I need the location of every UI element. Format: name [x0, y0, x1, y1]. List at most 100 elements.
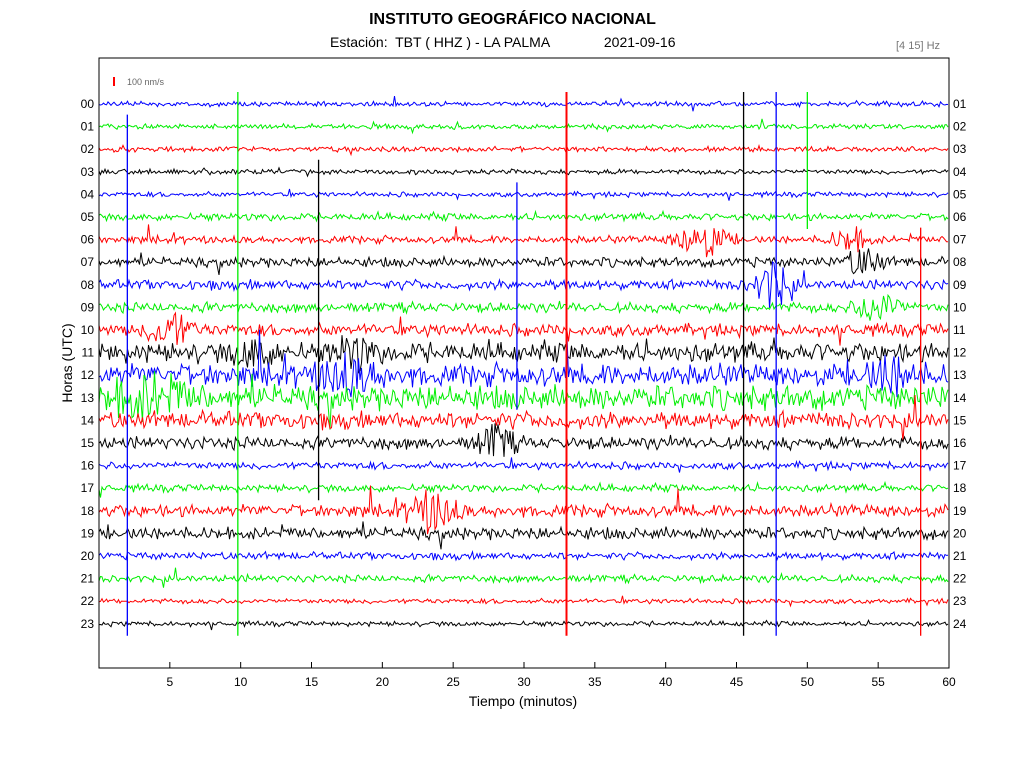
hour-label-right: 20	[953, 526, 967, 540]
hour-label-right: 23	[953, 594, 967, 608]
trace-hour-02	[98, 144, 949, 157]
trace-hour-21	[98, 567, 949, 588]
trace-hour-05	[98, 209, 949, 223]
hour-label-right: 07	[953, 233, 967, 247]
trace-hour-04	[98, 188, 949, 201]
hour-label-right: 18	[953, 481, 967, 495]
hour-label-right: 14	[953, 391, 967, 405]
hour-label-right: 04	[953, 165, 967, 179]
hour-label-right: 02	[953, 120, 967, 134]
hour-label-right: 19	[953, 504, 967, 518]
trace-hour-18	[98, 485, 949, 535]
x-tick-label: 40	[659, 675, 673, 689]
hour-label-right: 15	[953, 413, 967, 427]
hour-label-left: 12	[81, 368, 95, 382]
x-tick-label: 20	[376, 675, 390, 689]
chart-date: 2021-09-16	[603, 34, 676, 50]
hour-label-right: 17	[953, 459, 967, 473]
trace-layer	[98, 96, 949, 631]
hour-label-right: 10	[953, 300, 967, 314]
scale-bar-label: 100 nm/s	[127, 77, 165, 87]
hour-label-left: 05	[81, 210, 95, 224]
hour-label-left: 10	[81, 323, 95, 337]
x-tick-label: 55	[871, 675, 885, 689]
hour-label-left: 15	[81, 436, 95, 450]
hour-label-left: 21	[81, 572, 95, 586]
trace-hour-03	[98, 166, 949, 178]
x-tick-label: 30	[517, 675, 531, 689]
y-axis-label: Horas (UTC)	[59, 323, 75, 402]
hour-label-left: 08	[81, 278, 95, 292]
trace-hour-01	[98, 118, 949, 135]
x-tick-label: 60	[942, 675, 956, 689]
trace-hour-07	[98, 248, 949, 275]
hour-label-left: 03	[81, 165, 95, 179]
x-tick-label: 10	[234, 675, 248, 689]
trace-hour-17	[98, 480, 949, 498]
station-prefix: Estación:	[330, 34, 388, 50]
x-tick-label: 45	[730, 675, 744, 689]
station-name: TBT ( HHZ ) - LA PALMA	[395, 34, 550, 50]
x-tick-label: 15	[305, 675, 319, 689]
hour-label-left: 04	[81, 187, 95, 201]
trace-hour-00	[98, 96, 949, 112]
trace-hour-12	[98, 329, 949, 398]
x-tick-label: 25	[446, 675, 460, 689]
hour-label-left: 16	[81, 459, 95, 473]
x-tick-label: 5	[166, 675, 173, 689]
hour-label-left: 20	[81, 549, 95, 563]
hour-label-right: 24	[953, 617, 967, 631]
hour-label-left: 00	[81, 97, 95, 111]
hour-label-left: 23	[81, 617, 95, 631]
y-axis-left: 00 01 02 03 04 05 06 07 08 09 10 11 12 13 14 15 16 17 18 19…	[81, 97, 95, 631]
trace-hour-16	[98, 457, 949, 473]
hour-label-left: 14	[81, 413, 95, 427]
chart-title: INSTITUTO GEOGRÁFICO NACIONAL	[369, 11, 656, 28]
x-axis-label: Tiempo (minutos)	[469, 693, 577, 709]
hour-label-left: 02	[81, 142, 95, 156]
hour-label-left: 11	[82, 346, 95, 360]
scale-bar: 100 nm/s	[113, 77, 165, 87]
trace-hour-15	[98, 423, 949, 457]
trace-hour-06	[98, 224, 948, 258]
x-tick-label: 50	[801, 675, 815, 689]
hour-label-right: 03	[953, 142, 967, 156]
trace-hour-19	[98, 521, 949, 550]
trace-hour-08	[98, 260, 949, 308]
hour-label-left: 17	[81, 481, 95, 495]
hour-label-left: 07	[81, 255, 95, 269]
hour-label-left: 18	[81, 504, 95, 518]
hour-label-right: 22	[953, 572, 967, 586]
hour-label-right: 13	[953, 368, 967, 382]
hour-label-right: 08	[953, 255, 967, 269]
spike-layer	[126, 92, 922, 636]
y-axis-right: 01 02 03 04 05 06 07 08 09 10 11 12 13 14 15 16 17 18 19 20…	[953, 97, 967, 631]
filter-band: [4 15] Hz	[896, 40, 941, 52]
hour-label-left: 09	[81, 300, 95, 314]
trace-hour-23	[98, 618, 949, 631]
trace-hour-11	[98, 335, 949, 374]
trace-hour-22	[98, 595, 949, 608]
x-tick-label: 35	[588, 675, 602, 689]
hour-label-right: 06	[953, 210, 967, 224]
hour-label-right: 11	[953, 323, 966, 337]
trace-hour-09	[98, 293, 949, 321]
trace-hour-14	[98, 394, 949, 442]
hour-label-right: 09	[953, 278, 967, 292]
hour-label-right: 12	[953, 346, 967, 360]
hour-label-right: 21	[953, 549, 967, 563]
trace-hour-10	[98, 311, 949, 346]
hour-label-right: 01	[953, 97, 967, 111]
chart-subtitle: Estación: TBT ( HHZ ) - LA PALMA 2021-09…	[330, 34, 676, 50]
hour-label-left: 19	[81, 526, 95, 540]
hour-label-left: 06	[81, 233, 95, 247]
hour-label-left: 13	[81, 391, 95, 405]
trace-hour-20	[98, 549, 949, 562]
x-axis: 5 10 15 20 25 30 35 40 45 50 55 60	[166, 662, 956, 689]
hour-label-left: 22	[81, 594, 95, 608]
hour-label-left: 01	[81, 120, 95, 134]
hour-label-right: 16	[953, 436, 967, 450]
trace-hour-13	[98, 371, 949, 430]
hour-label-right: 05	[953, 187, 967, 201]
